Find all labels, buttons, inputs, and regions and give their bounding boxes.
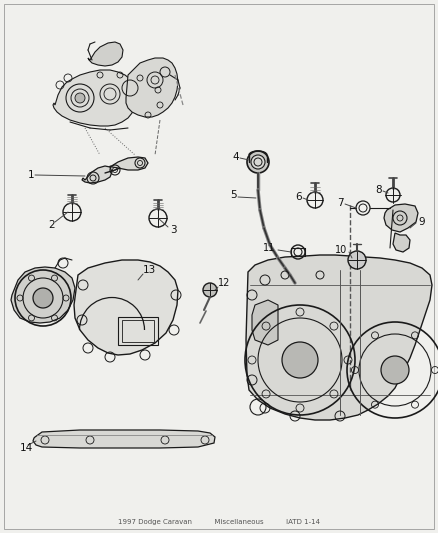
Polygon shape (74, 260, 178, 355)
Text: 1997 Dodge Caravan          Miscellaneous          IATD 1-14: 1997 Dodge Caravan Miscellaneous IATD 1-… (118, 519, 320, 525)
Polygon shape (11, 267, 75, 323)
Text: 10: 10 (335, 245, 347, 255)
Circle shape (348, 251, 366, 269)
Polygon shape (252, 300, 278, 345)
Polygon shape (82, 166, 112, 183)
Circle shape (33, 288, 53, 308)
Circle shape (203, 283, 217, 297)
Bar (122, 320, 154, 342)
Circle shape (251, 155, 265, 169)
Text: 5: 5 (230, 190, 237, 200)
Circle shape (282, 342, 318, 378)
Text: 2: 2 (48, 220, 55, 230)
Text: 12: 12 (218, 278, 230, 288)
Polygon shape (246, 255, 432, 420)
Text: 11: 11 (263, 243, 275, 253)
Polygon shape (53, 70, 138, 126)
Polygon shape (393, 233, 410, 252)
Text: 13: 13 (143, 265, 156, 275)
Circle shape (381, 356, 409, 384)
Text: 4: 4 (232, 152, 239, 162)
Polygon shape (110, 157, 148, 170)
Text: 1: 1 (28, 170, 35, 180)
Text: 14: 14 (20, 443, 33, 453)
Bar (118, 317, 158, 345)
Polygon shape (384, 204, 418, 232)
Text: 8: 8 (375, 185, 381, 195)
Text: 6: 6 (295, 192, 302, 202)
Polygon shape (33, 430, 215, 448)
Circle shape (247, 151, 269, 173)
Text: 9: 9 (418, 217, 424, 227)
Text: 3: 3 (170, 225, 177, 235)
Polygon shape (126, 58, 178, 117)
Circle shape (75, 93, 85, 103)
Polygon shape (88, 42, 123, 66)
Text: 7: 7 (337, 198, 344, 208)
